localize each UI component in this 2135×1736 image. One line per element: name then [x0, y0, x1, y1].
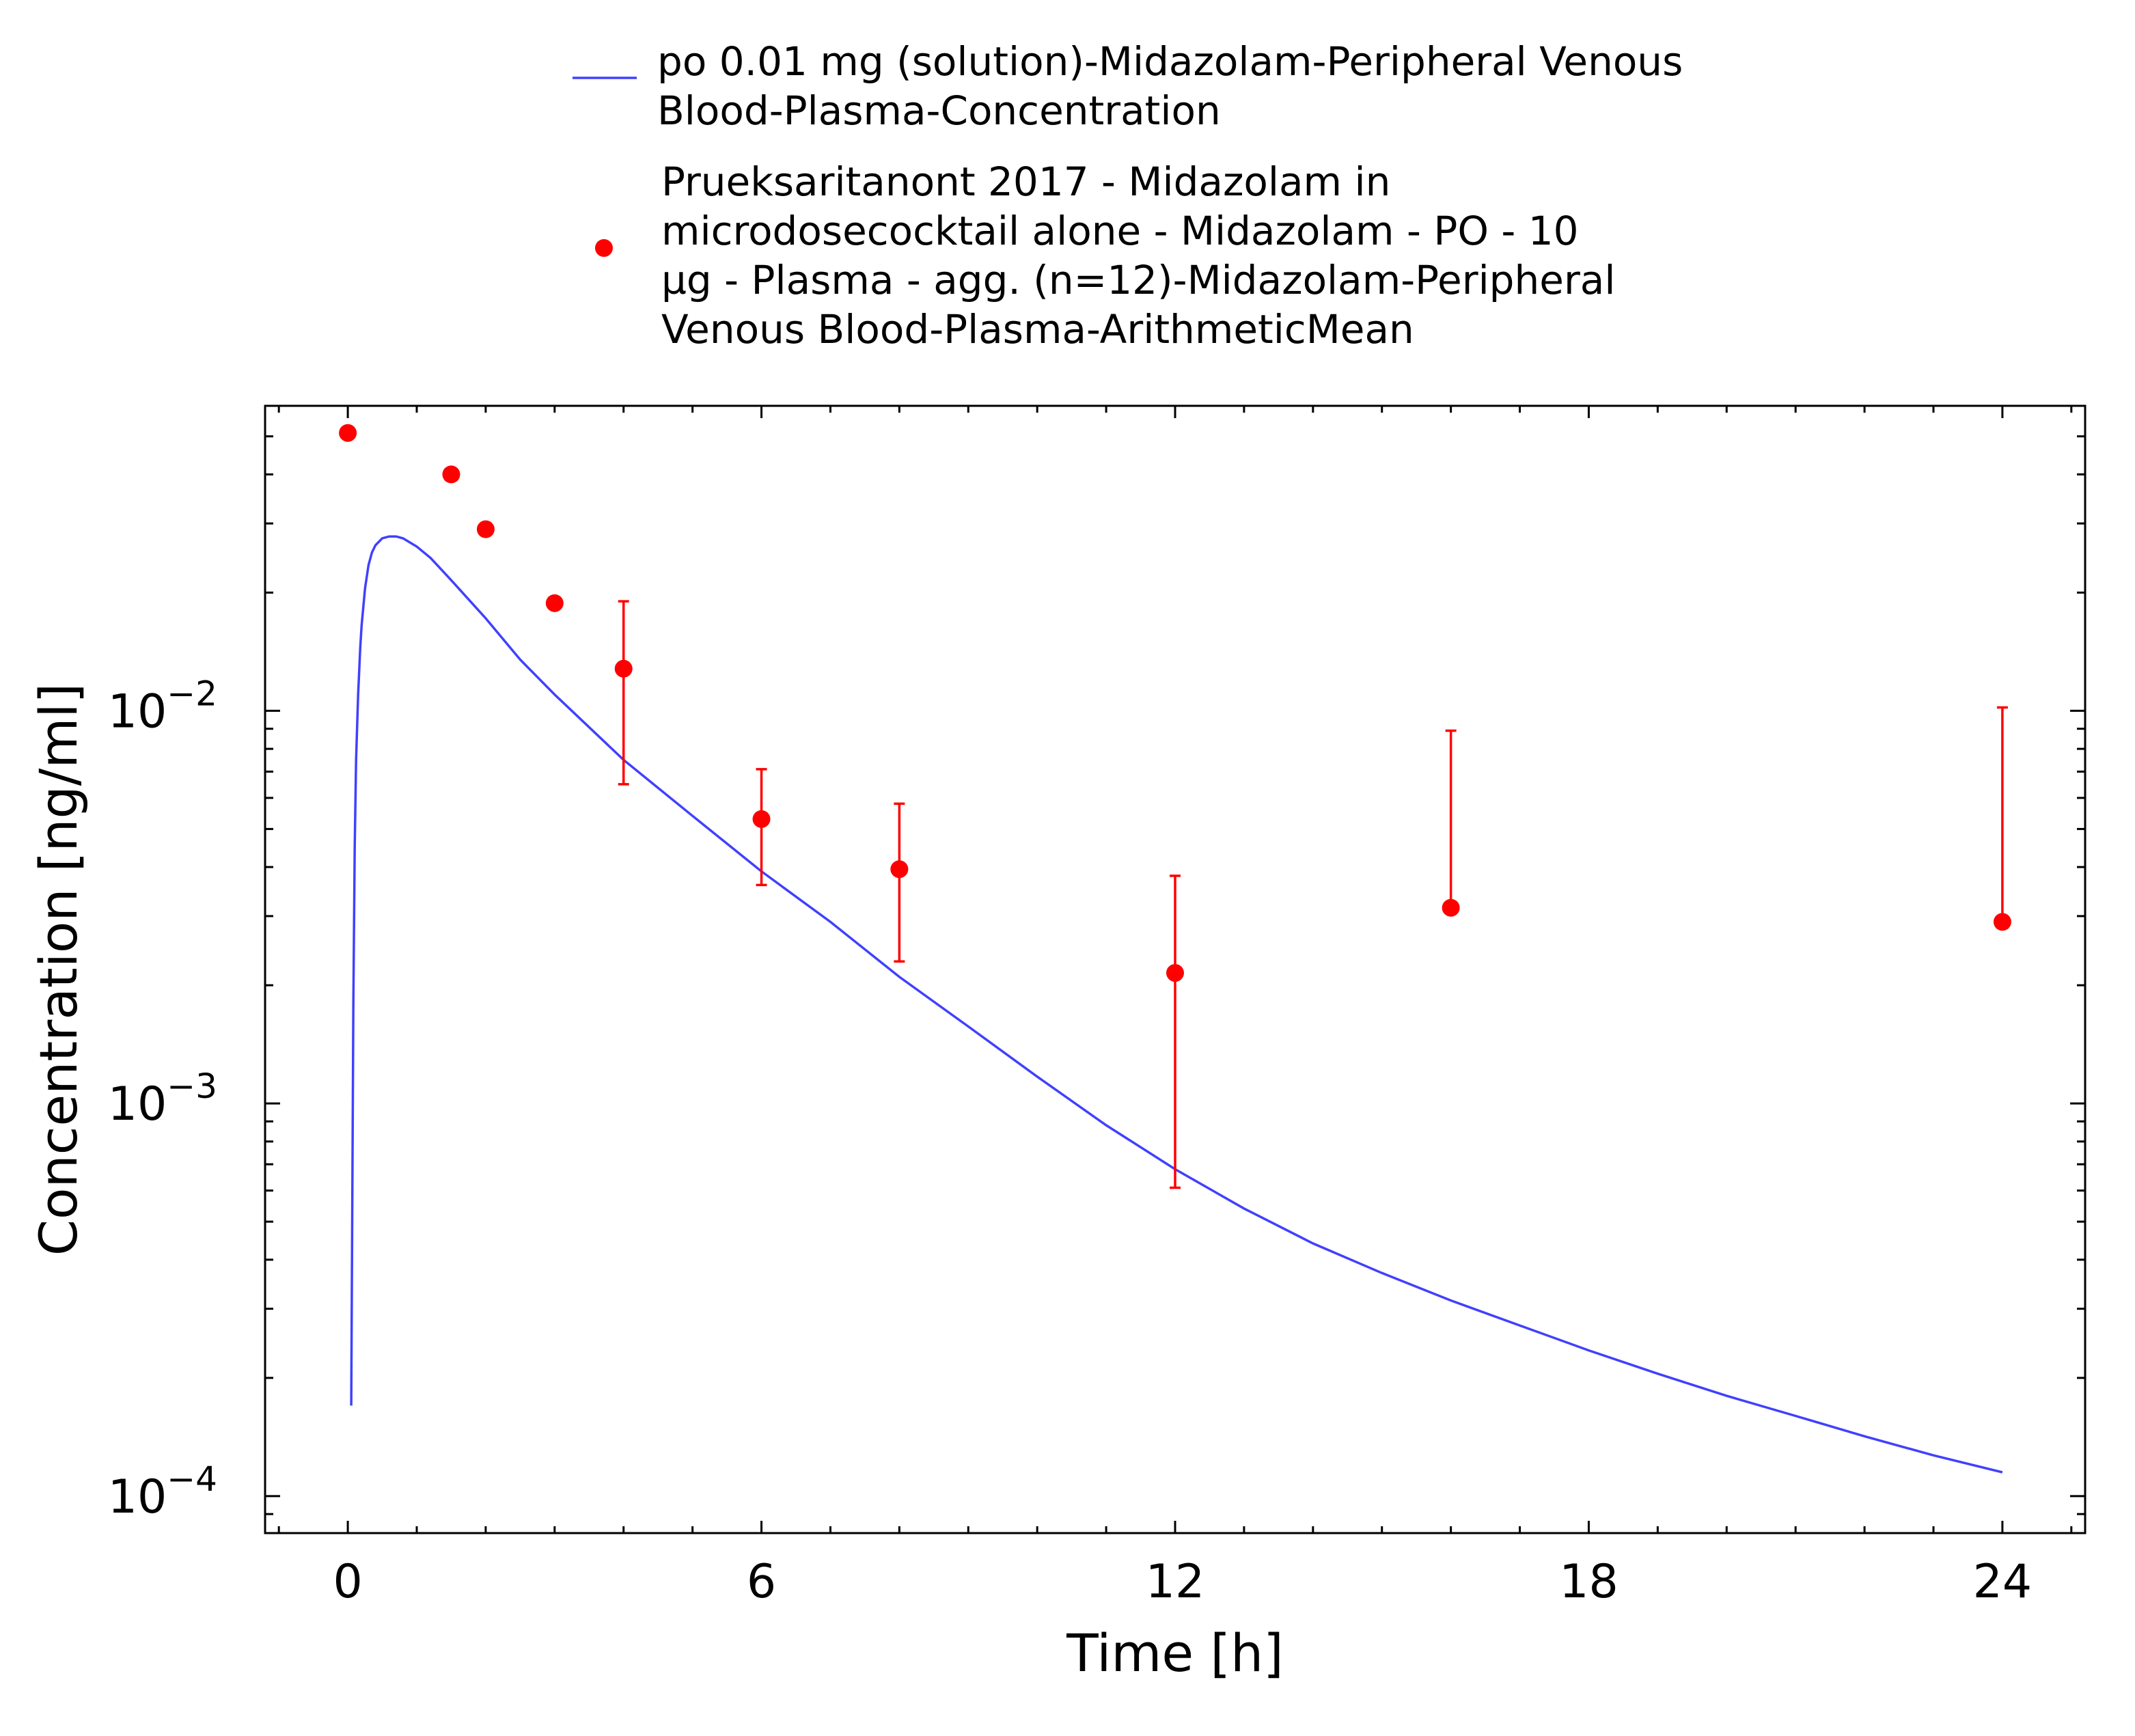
x-tick-label: 0 — [333, 1555, 362, 1609]
x-tick-label: 24 — [1973, 1555, 2033, 1609]
y-tick-base: 10 — [108, 685, 167, 739]
y-tick-label: 10−2 — [108, 674, 217, 739]
observed-data-point — [890, 860, 909, 879]
plot-layer — [339, 424, 2011, 1474]
x-axis: 0 6 12 18 24 — [277, 406, 2073, 1609]
y-tick-exponent: −3 — [167, 1066, 217, 1106]
x-tick-label: 12 — [1146, 1555, 1205, 1609]
y-tick-base: 10 — [108, 1077, 167, 1131]
y-tick-exponent: −2 — [167, 674, 217, 713]
legend: po 0.01 mg (solution)-Midazolam-Peripher… — [573, 38, 1683, 353]
x-tick-label: 6 — [747, 1555, 776, 1609]
y-tick-label: 10−4 — [108, 1459, 217, 1524]
legend-label-observed: microdosecocktail alone - Midazolam - PO… — [661, 208, 1579, 254]
observed-data-point — [476, 520, 495, 538]
observed-data-point — [614, 659, 633, 678]
observed-data-point — [1993, 913, 2011, 931]
observed-data-point — [1442, 898, 1460, 917]
legend-label-simulation: Blood-Plasma-Concentration — [657, 87, 1221, 134]
x-axis-title: Time [h] — [1066, 1623, 1284, 1683]
observed-data-point — [545, 594, 564, 612]
legend-label-simulation: po 0.01 mg (solution)-Midazolam-Peripher… — [657, 38, 1683, 85]
observed-data-point — [752, 810, 771, 828]
y-tick-exponent: −4 — [167, 1459, 217, 1499]
y-tick-label: 10−3 — [108, 1066, 217, 1131]
observed-data-point — [339, 424, 357, 442]
legend-label-observed: Venous Blood-Plasma-ArithmeticMean — [661, 306, 1414, 353]
observed-data-point — [1166, 964, 1184, 982]
x-tick-label: 18 — [1559, 1555, 1619, 1609]
y-axis-title: Concentration [ng/ml] — [28, 683, 89, 1256]
y-tick-base: 10 — [108, 1470, 167, 1524]
legend-label-observed: Prueksaritanont 2017 - Midazolam in — [661, 159, 1390, 205]
observed-data-point — [442, 465, 460, 484]
series-line-simulation — [350, 535, 2003, 1474]
legend-marker-swatch — [595, 239, 613, 257]
legend-label-observed: µg - Plasma - agg. (n=12)-Midazolam-Peri… — [661, 257, 1615, 303]
y-axis: 10−410−310−2 — [108, 435, 2085, 1524]
